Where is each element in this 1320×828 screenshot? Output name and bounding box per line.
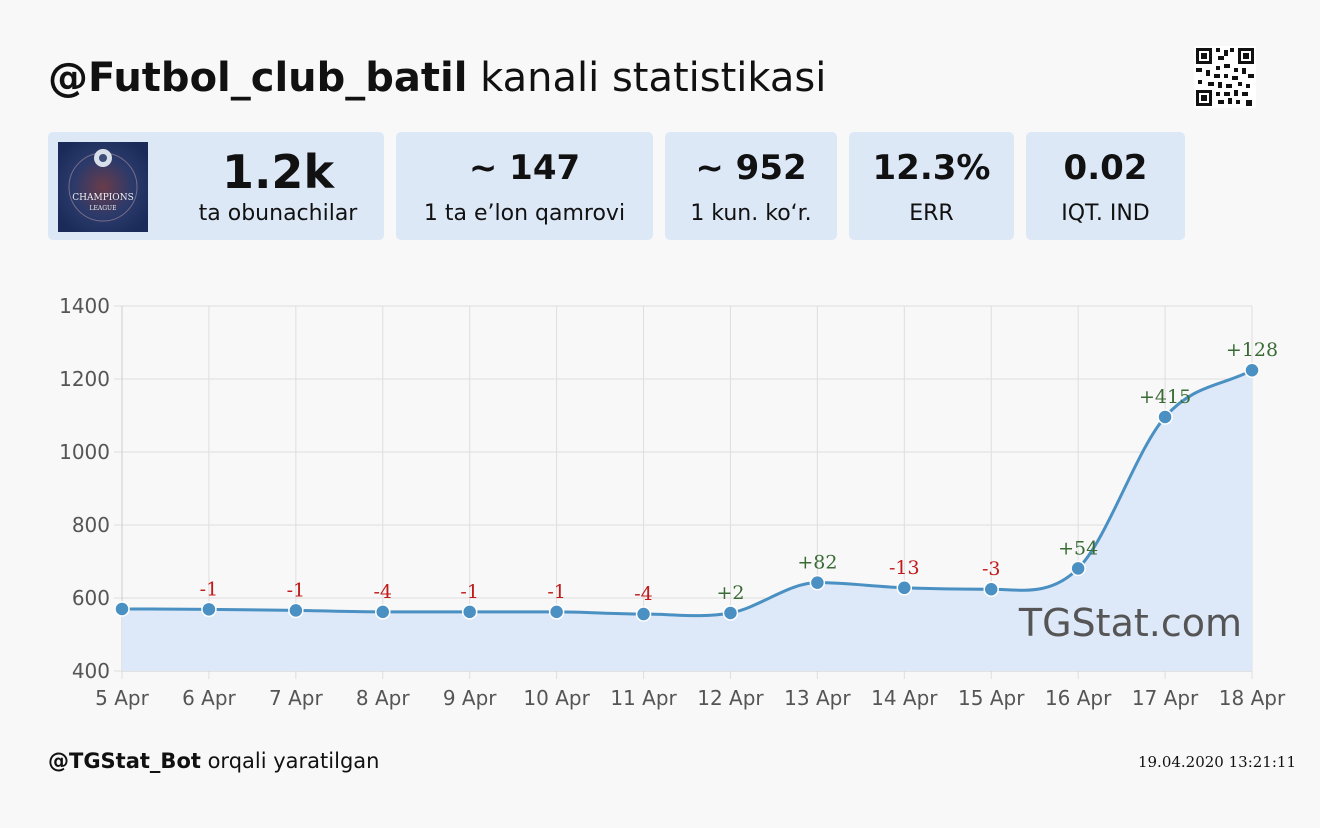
title-suffix: kanali statistikasi: [467, 55, 827, 101]
data-point: [722, 605, 739, 621]
data-point: [809, 574, 826, 591]
data-label: -1: [547, 581, 566, 603]
qr-code-icon: [1194, 46, 1256, 108]
daily-views-label: 1 kun. ko‘r.: [690, 201, 812, 226]
data-label: -1: [200, 578, 219, 600]
data-point: [288, 602, 304, 619]
data-point: [461, 604, 478, 620]
citation-value: 0.02: [1063, 148, 1148, 188]
data-point: [983, 581, 999, 597]
data-point: [635, 606, 652, 622]
y-tick-label: 1200: [59, 367, 110, 391]
data-point: [375, 604, 391, 620]
err-value: 12.3%: [872, 148, 991, 188]
data-label: +415: [1139, 386, 1191, 408]
data-point: [896, 580, 913, 596]
y-tick-label: 600: [72, 586, 110, 610]
reach-value: ~ 147: [468, 148, 581, 188]
err-card: 12.3% ERR: [849, 132, 1014, 240]
x-tick-label: 15 Apr: [958, 686, 1025, 710]
page-title: @Futbol_club_batil kanali statistikasi: [48, 50, 826, 106]
x-tick-label: 10 Apr: [523, 686, 590, 710]
x-tick-label: 14 Apr: [871, 686, 938, 710]
daily-views-value: ~ 952: [695, 148, 807, 188]
svg-text:CHAMPIONS: CHAMPIONS: [72, 193, 133, 203]
data-label: -4: [634, 583, 653, 605]
subscribers-value: 1.2k: [221, 145, 335, 199]
data-point: [1244, 362, 1260, 378]
svg-text:LEAGUE: LEAGUE: [90, 205, 117, 212]
data-point: [1157, 409, 1173, 425]
x-tick-label: 18 Apr: [1219, 686, 1286, 710]
x-tick-label: 5 Apr: [95, 686, 149, 710]
subscribers-chart: 400 600 800 1000 1200 1400 5 Apr 6 Apr 7 Apr 8 Ap…: [59, 294, 1286, 710]
x-tick-label: 13 Apr: [784, 686, 851, 710]
citation-label: IQT. IND: [1061, 201, 1150, 226]
series-line: [121, 368, 1253, 618]
data-point: [114, 601, 130, 617]
data-label: -4: [374, 581, 393, 603]
x-tick-label: 8 Apr: [356, 686, 410, 710]
subscribers-label: ta obunachilar: [198, 201, 358, 226]
x-tick-label: 9 Apr: [443, 686, 497, 710]
data-label: +2: [716, 582, 744, 604]
channel-handle[interactable]: @Futbol_club_batil: [48, 55, 468, 101]
data-label: -13: [889, 557, 920, 579]
champions-league-logo: CHAMPIONS LEAGUE: [58, 142, 148, 232]
data-point: [201, 601, 217, 618]
tgstat-watermark: TGStat.com: [1018, 601, 1242, 645]
citation-card: 0.02 IQT. IND: [1026, 132, 1185, 240]
y-tick-label: 1000: [59, 440, 110, 464]
err-label: ERR: [909, 201, 954, 226]
data-label: -1: [460, 581, 479, 603]
data-label: -1: [287, 579, 306, 601]
series-area: [122, 370, 1252, 671]
x-tick-label: 6 Apr: [182, 686, 236, 710]
data-point: [1070, 560, 1086, 577]
subscribers-card: CHAMPIONS LEAGUE 1.2k ta obunachilar: [48, 132, 384, 240]
x-tick-label: 17 Apr: [1132, 686, 1199, 710]
data-label: +128: [1226, 339, 1278, 361]
reach-label: 1 ta e’lon qamrovi: [423, 201, 626, 226]
y-tick-label: 800: [72, 513, 110, 537]
bot-handle[interactable]: @TGStat_Bot: [48, 749, 201, 773]
reach-card: ~ 147 1 ta e’lon qamrovi: [396, 132, 653, 240]
data-label: +54: [1058, 537, 1098, 559]
y-tick-label: 1400: [59, 294, 110, 318]
x-tick-label: 7 Apr: [269, 686, 323, 710]
daily-views-card: ~ 952 1 kun. ko‘r.: [665, 132, 837, 240]
y-tick-label: 400: [72, 659, 110, 683]
data-point: [548, 604, 565, 620]
footer-credit: @TGStat_Bot orqali yaratilgan: [48, 746, 379, 776]
data-label: -3: [982, 558, 1001, 580]
x-tick-label: 16 Apr: [1045, 686, 1112, 710]
footer-created-text: orqali yaratilgan: [200, 749, 380, 773]
x-tick-label: 11 Apr: [610, 686, 677, 710]
footer-timestamp: 19.04.2020 13:21:11: [1137, 753, 1296, 771]
data-label: +82: [797, 552, 837, 574]
x-tick-label: 12 Apr: [697, 686, 764, 710]
